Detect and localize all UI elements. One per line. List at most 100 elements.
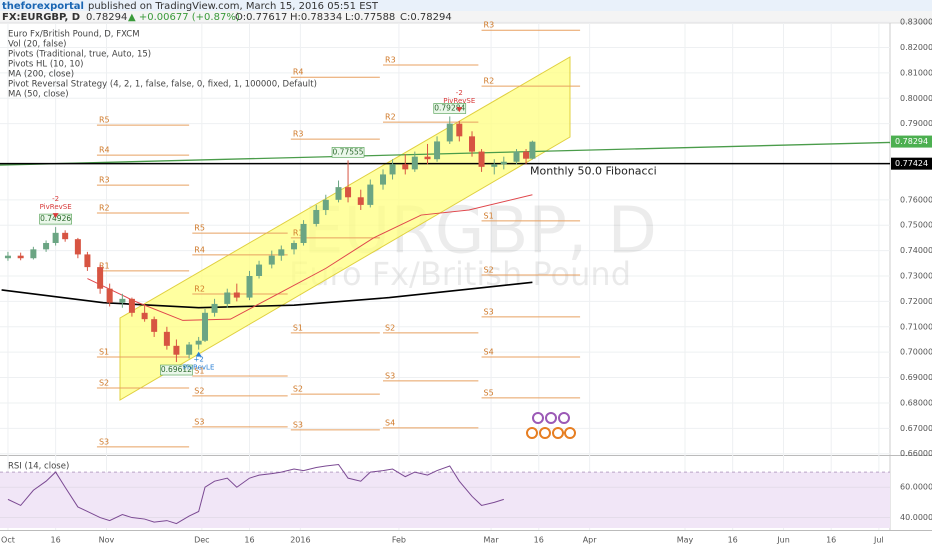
pivot-label: S3 — [484, 307, 494, 316]
pivot-label: S3 — [293, 420, 303, 429]
annotation-box — [433, 103, 467, 114]
candle-body — [4, 255, 11, 259]
legend-entry: Euro Fx/British Pound, D, FXCM — [8, 30, 140, 40]
candle-body — [30, 249, 37, 259]
candle-body — [357, 197, 364, 205]
candle-body — [224, 292, 231, 304]
y-tick-label: 0.83000 — [900, 18, 932, 27]
x-tick-label: Dec — [194, 536, 209, 545]
trendline — [0, 141, 891, 166]
candle-body — [195, 340, 202, 345]
rsi-line — [7, 463, 504, 525]
x-tick-label: Feb — [392, 536, 406, 545]
event-icon[interactable] — [552, 427, 564, 439]
pivot-label: R3 — [484, 21, 495, 30]
x-tick-label: 16 — [51, 536, 61, 545]
candle-body — [313, 209, 320, 224]
pivot-label: S1 — [293, 323, 303, 332]
fib-label: Monthly 50.0 Fibonacci — [530, 165, 657, 178]
signal-text: PivRevSE — [40, 203, 72, 211]
x-tick-label: May — [677, 536, 694, 545]
pivot-label: R4 — [194, 245, 205, 254]
event-icon[interactable] — [564, 427, 576, 439]
x-tick-label: 16 — [826, 536, 836, 545]
y-tick-label: 0.69000 — [900, 373, 932, 382]
x-tick-label: Nov — [99, 536, 115, 545]
price-tag-label: 0.78294 — [895, 137, 928, 146]
x-tick-label: 16 — [728, 536, 738, 545]
candle-body — [402, 164, 409, 170]
published: published on TradingView.com, March 15, … — [88, 1, 379, 12]
event-icon[interactable] — [545, 412, 557, 424]
pivot-label: R2 — [484, 77, 495, 86]
x-tick-label: Jul — [873, 536, 884, 545]
ohlc-high: H:0.78334 — [290, 12, 342, 23]
candle-body — [246, 275, 253, 298]
candle-body — [322, 199, 329, 210]
y-tick-label: 0.68000 — [900, 398, 932, 407]
ohlc-open: O:0.77617 — [235, 12, 287, 23]
event-icon[interactable] — [526, 427, 538, 439]
ma-line — [1, 281, 533, 309]
candle-body — [173, 345, 180, 355]
pivot-label: R2 — [194, 285, 205, 294]
event-icon[interactable] — [558, 412, 570, 424]
annotation-label: 0.77555 — [333, 147, 364, 156]
candle-body — [128, 298, 135, 313]
candle-body — [106, 288, 113, 303]
pivot-label: S2 — [385, 323, 395, 332]
pivot-label: R4 — [99, 146, 110, 155]
y-tick-label: 0.79000 — [900, 119, 932, 128]
annotation-box — [331, 147, 365, 158]
x-tick-label: Mar — [484, 536, 500, 545]
pivot-label: R5 — [99, 116, 110, 125]
y-tick-label: 0.74000 — [900, 246, 932, 255]
rsi-tick-label: 60.0000 — [900, 483, 932, 492]
signal-arrow — [195, 351, 202, 357]
event-icon[interactable] — [539, 427, 551, 439]
y-tick-label: 0.76000 — [900, 195, 932, 204]
ma-line — [87, 194, 533, 321]
candle-body — [491, 164, 498, 167]
legend-entry: Pivots (Traditional, true, Auto, 15) — [8, 50, 151, 60]
candle-body — [74, 239, 81, 255]
annotation-label: 0.74926 — [40, 214, 71, 223]
candle-body — [141, 312, 148, 320]
pivot-label: S1 — [484, 211, 494, 220]
x-tick-label: 2016 — [290, 536, 310, 545]
event-icon[interactable] — [532, 412, 544, 424]
candle-body — [456, 123, 463, 137]
grid — [0, 21, 890, 530]
rsi-title: RSI (14, close) — [8, 462, 69, 472]
author[interactable]: theforexportal — [2, 1, 84, 12]
signal-arrow — [52, 213, 59, 219]
pivot-label: R2 — [99, 204, 110, 213]
candle-body — [446, 123, 453, 142]
x-tick-label: 16 — [244, 536, 254, 545]
y-tick-label: 0.72000 — [900, 297, 932, 306]
signal-arrow — [456, 107, 463, 113]
price: 0.78294 — [86, 12, 127, 23]
header-bar — [0, 0, 932, 11]
symbol-bar — [0, 11, 932, 23]
pivot-label: S2 — [484, 265, 494, 274]
pivot-label: R4 — [293, 68, 304, 77]
candle-body — [434, 141, 441, 160]
pivot-label: R3 — [293, 130, 304, 139]
candle-body — [268, 255, 275, 265]
y-tick-label: 0.66000 — [900, 449, 932, 458]
x-tick-label: Apr — [583, 536, 598, 545]
pivot-label: S1 — [194, 367, 204, 376]
rsi-band — [0, 472, 890, 528]
legend-entry: Vol (20, false) — [8, 40, 67, 50]
ohlc-low: L:0.77588 — [345, 12, 395, 23]
candle-body — [513, 151, 520, 162]
pivot-label: S3 — [385, 371, 395, 380]
legend-entry: Pivot Reversal Strategy (4, 2, 1, false,… — [8, 80, 317, 90]
pivot-label: S2 — [99, 378, 109, 387]
pivot-label: R5 — [194, 224, 205, 233]
candle-body — [469, 136, 476, 152]
legend-entry: Pivots HL (10, 10) — [8, 60, 84, 70]
